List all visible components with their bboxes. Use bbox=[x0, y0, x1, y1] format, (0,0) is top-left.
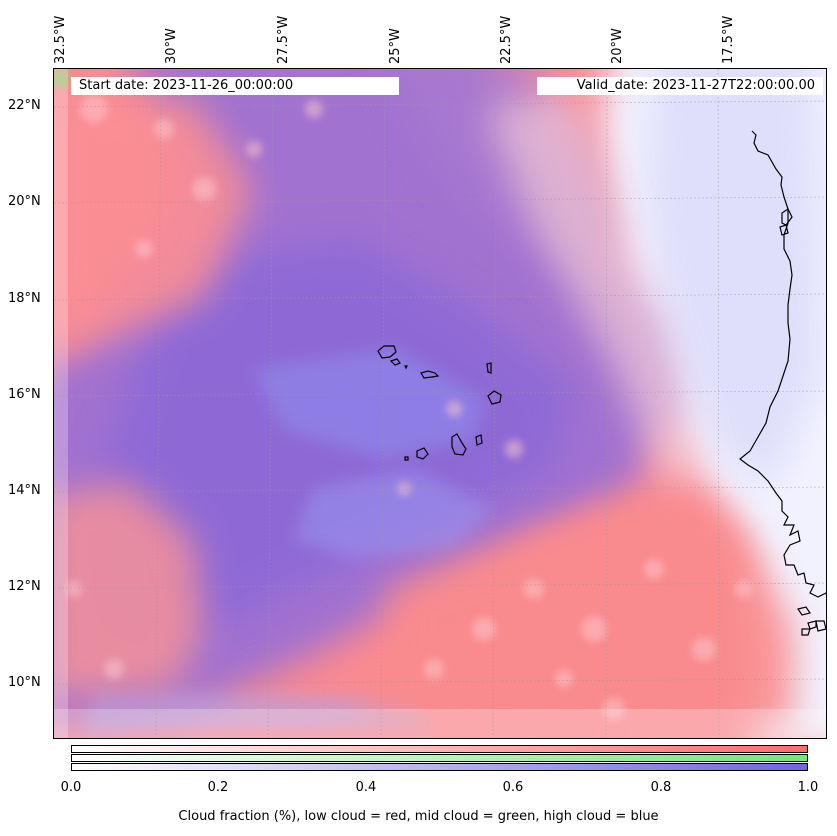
island-sao-vicente bbox=[389, 358, 401, 366]
lat-label: 18°N bbox=[8, 291, 41, 306]
colorbar-tick: 1.0 bbox=[797, 780, 819, 795]
lon-label: 30°W bbox=[164, 28, 179, 64]
high-cloud-streak bbox=[254, 349, 484, 459]
lon-label: 22.5°W bbox=[499, 15, 514, 64]
island-maio bbox=[475, 434, 483, 446]
thin-cloud-streak bbox=[484, 89, 704, 489]
lat-label: 22°N bbox=[8, 98, 41, 113]
lat-label: 20°N bbox=[8, 194, 41, 209]
colorbar bbox=[71, 745, 808, 771]
cloud-texture bbox=[66, 95, 753, 720]
island-santo-antao bbox=[377, 345, 397, 359]
lon-label: 17.5°W bbox=[721, 15, 736, 64]
map-canvas bbox=[54, 69, 826, 738]
low-cloud-west bbox=[54, 479, 204, 699]
colorbar-tick: 0.4 bbox=[355, 780, 377, 795]
lat-label: 10°N bbox=[8, 675, 41, 690]
high-cloud-streak bbox=[294, 469, 494, 559]
valid-date-label: Valid_date: 2023-11-27T22:00:00.00 bbox=[537, 77, 823, 95]
edge-fade-bottom bbox=[54, 709, 826, 738]
colorbar-tick: 0.8 bbox=[650, 780, 672, 795]
colorbar-tick: 0.0 bbox=[60, 780, 82, 795]
start-date-label: Start date: 2023-11-26_00:00:00 bbox=[71, 77, 399, 95]
island-santa-luzia bbox=[404, 365, 408, 370]
colorbar-tick: 0.2 bbox=[207, 780, 229, 795]
colorbar-low-cloud bbox=[71, 745, 808, 753]
low-cloud-northwest bbox=[54, 89, 254, 365]
coast-island bbox=[781, 208, 793, 226]
bijagos-islands bbox=[797, 606, 826, 636]
coast-island bbox=[779, 224, 789, 236]
lat-label: 14°N bbox=[8, 483, 41, 498]
island-sal bbox=[486, 362, 492, 374]
cape-verde-islands bbox=[377, 345, 502, 461]
africa-coastline bbox=[739, 130, 826, 598]
lon-label: 27.5°W bbox=[276, 15, 291, 64]
lat-label: 12°N bbox=[8, 579, 41, 594]
colorbar-tick: 0.6 bbox=[502, 780, 524, 795]
lon-label: 25°W bbox=[388, 28, 403, 64]
island-brava bbox=[404, 456, 409, 461]
lat-label: 16°N bbox=[8, 387, 41, 402]
colorbar-mid-cloud bbox=[71, 754, 808, 762]
cloud-fraction-map[interactable] bbox=[53, 68, 827, 739]
island-fogo bbox=[416, 447, 429, 460]
colorbar-high-cloud bbox=[71, 763, 808, 771]
gridlines bbox=[54, 69, 826, 738]
lon-label: 32.5°W bbox=[53, 15, 68, 64]
island-santiago bbox=[451, 433, 467, 456]
edge-fade-left bbox=[54, 69, 68, 738]
colorbar-label: Cloud fraction (%), low cloud = red, mid… bbox=[178, 809, 659, 824]
lon-label: 20°W bbox=[610, 28, 625, 64]
island-boa-vista bbox=[487, 390, 502, 405]
high-cloud-streak bbox=[84, 689, 434, 734]
low-cloud-south bbox=[354, 499, 794, 738]
mid-cloud-patch bbox=[54, 69, 70, 89]
island-sao-nicolau bbox=[420, 370, 440, 379]
